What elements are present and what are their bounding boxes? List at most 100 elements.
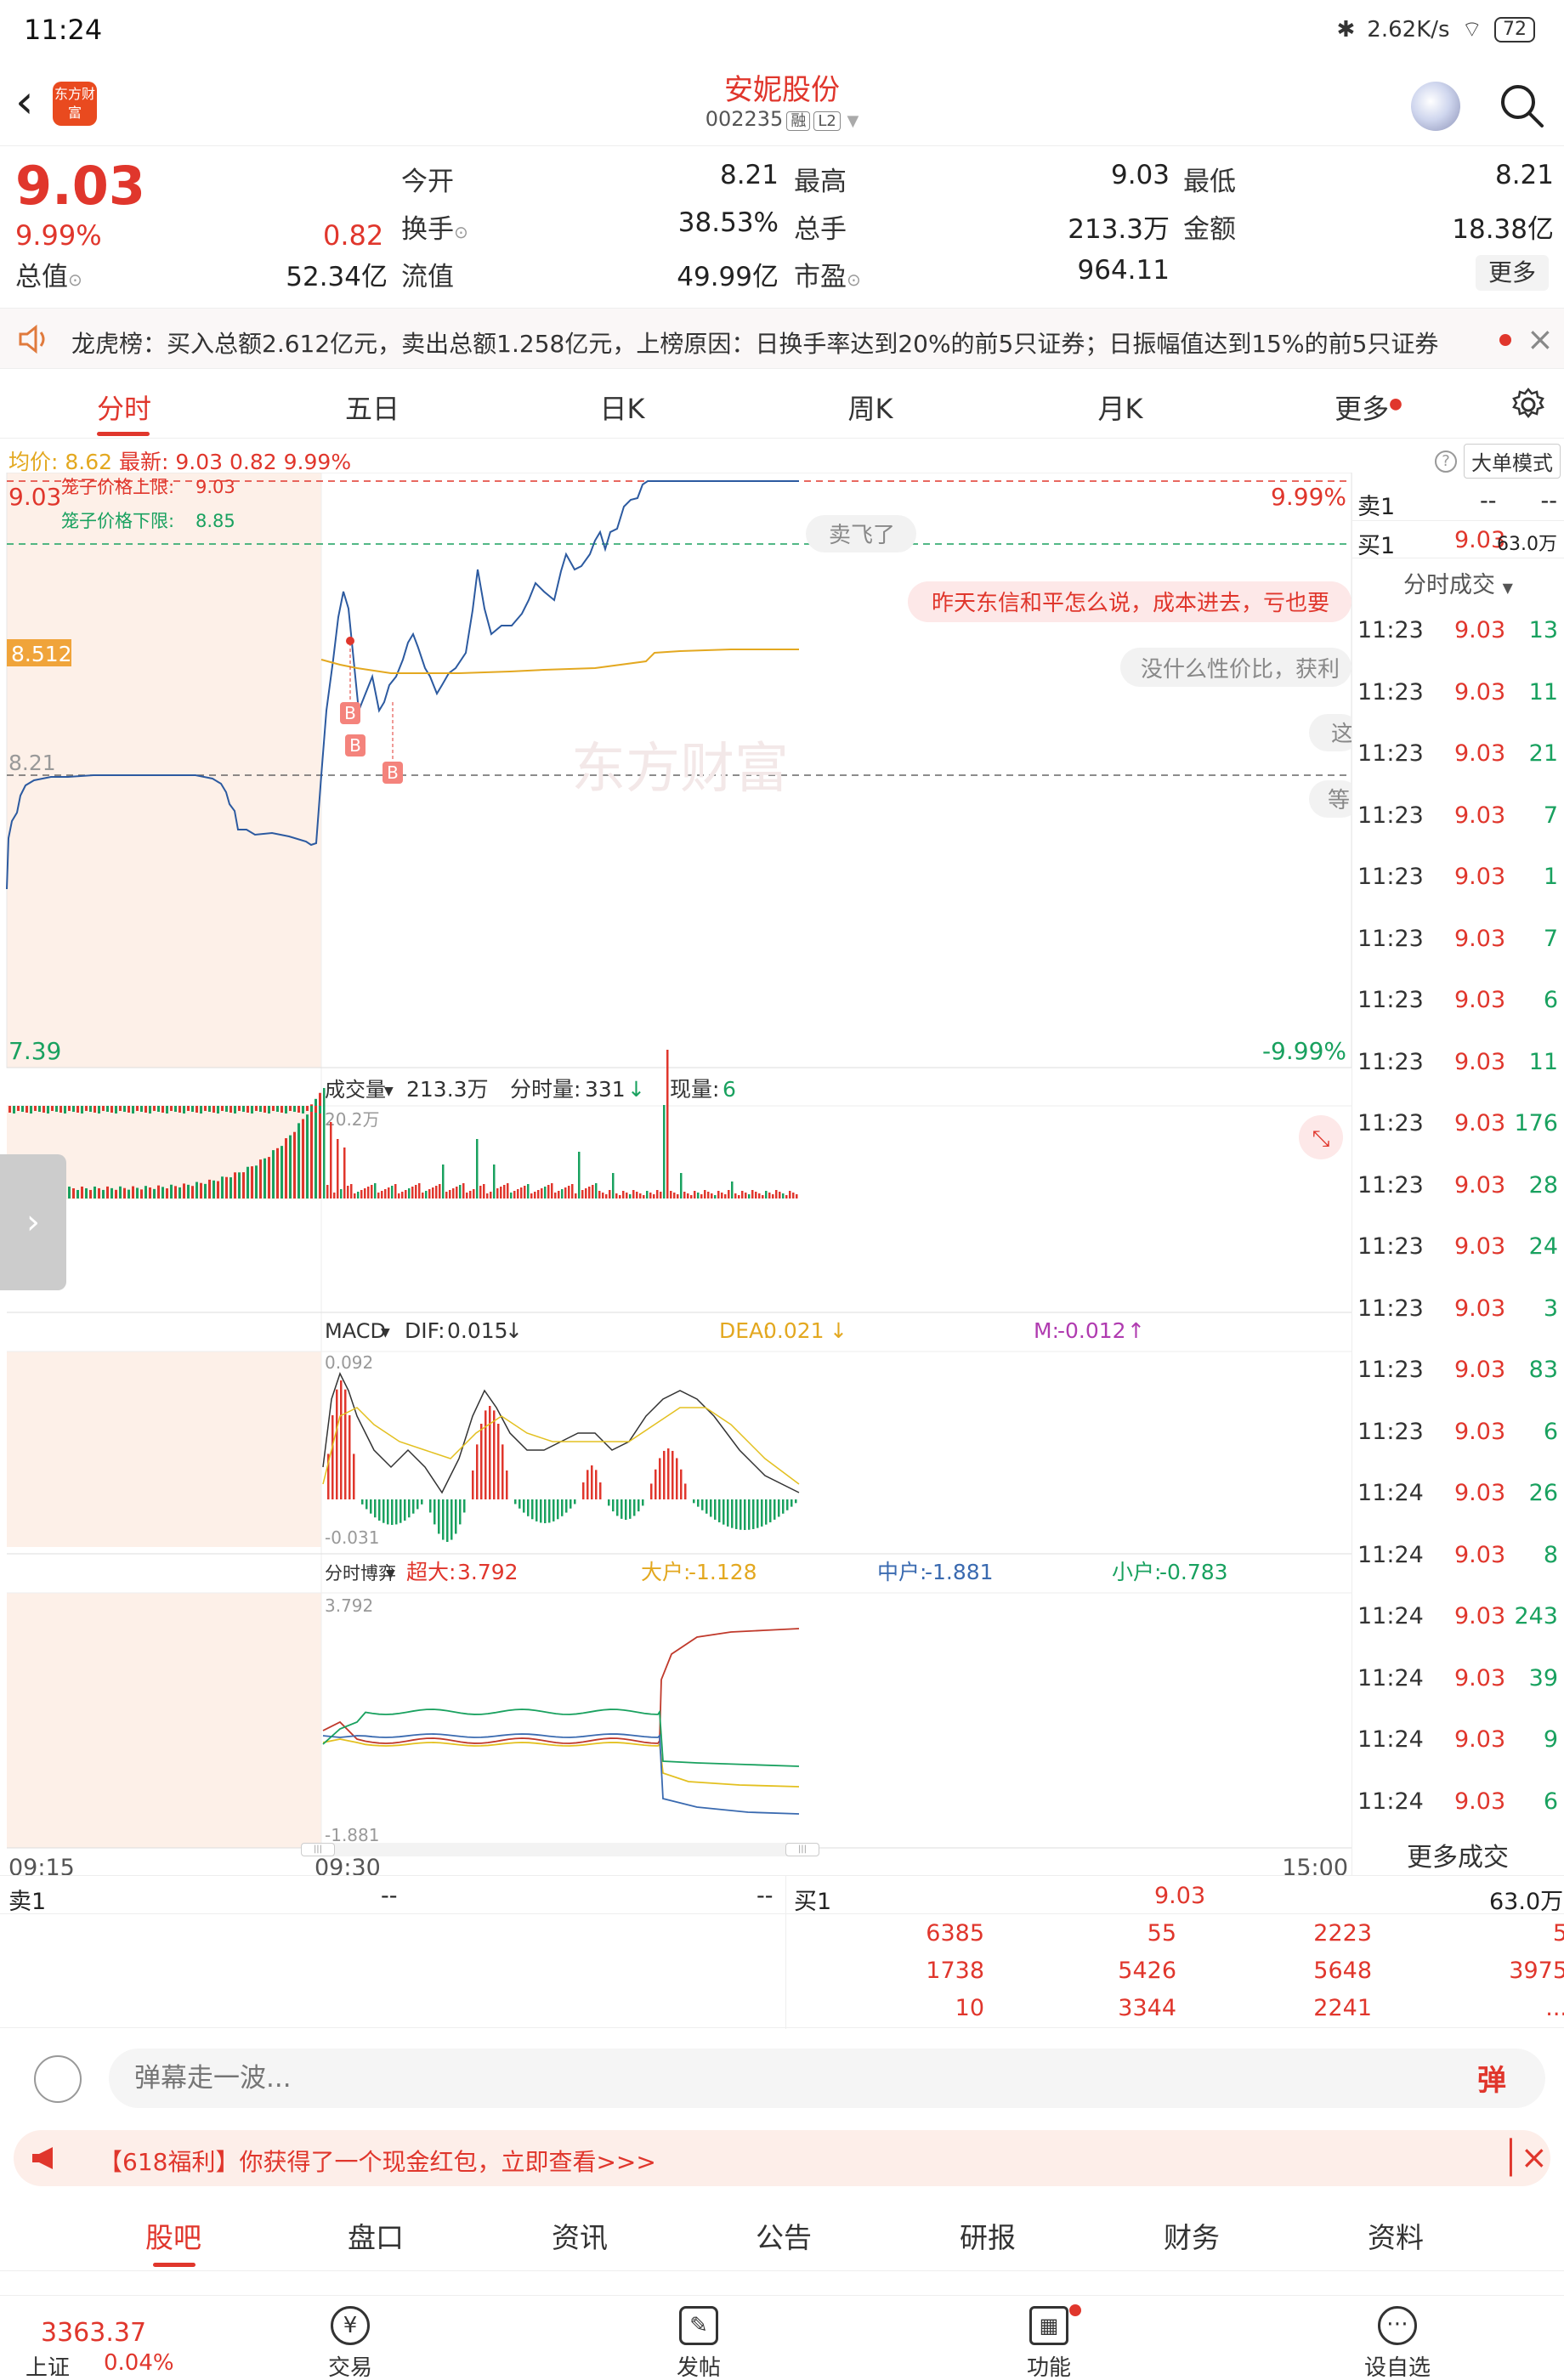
- quote-label-turnover[interactable]: 换手⊙: [401, 214, 468, 245]
- volume-bar: [558, 1191, 560, 1198]
- close-icon[interactable]: ×: [1527, 320, 1554, 358]
- nav-function-button[interactable]: ▦ 功能: [989, 2303, 1108, 2380]
- trade-ticker-panel[interactable]: 卖1 -- -- 买1 9.03 63.0万 分时成交 ▼ 11:23 9.03 1…: [1352, 473, 1564, 1875]
- volume-bar: [174, 1186, 177, 1198]
- avg-label: 均价:: [8, 450, 59, 474]
- search-icon[interactable]: [1496, 80, 1547, 131]
- expand-button[interactable]: [1299, 1115, 1343, 1159]
- tab-finance[interactable]: 财务: [1164, 2221, 1220, 2254]
- scroll-handle-left[interactable]: |||: [301, 1843, 335, 1856]
- trade-price: 9.03: [1454, 925, 1506, 952]
- volume-bar: [326, 1185, 329, 1198]
- tab-more[interactable]: 更多●: [1334, 393, 1402, 425]
- more-trades-button[interactable]: 更多成交: [1407, 1843, 1509, 1873]
- big-order-mode-button[interactable]: 大单模式: [1464, 444, 1561, 479]
- ticker-title[interactable]: 分时成交 ▼: [1403, 572, 1513, 598]
- assistant-robot-icon[interactable]: [1411, 82, 1460, 131]
- danmu-text: 卖飞了: [829, 523, 895, 548]
- gear-icon[interactable]: [1510, 386, 1547, 423]
- macd-label[interactable]: MACD: [325, 1319, 386, 1343]
- buy-marker[interactable]: [340, 702, 360, 724]
- volume-bar: [298, 1123, 300, 1198]
- volume-bar: [619, 1195, 621, 1198]
- macd-bar: [748, 1499, 751, 1530]
- tab-pankou[interactable]: 盘口: [348, 2221, 404, 2254]
- buy-marker[interactable]: [345, 734, 366, 756]
- stock-name[interactable]: 安妮股份: [724, 73, 840, 107]
- volume-bar: [357, 1192, 360, 1198]
- game-label[interactable]: 分时博弈: [325, 1563, 396, 1584]
- index-value[interactable]: 3363.37: [41, 2318, 147, 2348]
- dif-arrow: ↓: [505, 1318, 523, 1343]
- ob-queue-cell: ...: [1545, 1995, 1564, 2021]
- macd-axis-bottom: -0.031: [325, 1527, 379, 1548]
- tab-week-k[interactable]: 周K: [847, 393, 893, 425]
- volume-bar: [755, 1192, 757, 1198]
- help-icon[interactable]: ?: [1435, 450, 1457, 473]
- tab-day-k[interactable]: 日K: [599, 393, 645, 425]
- volume-bar: [456, 1187, 458, 1198]
- longhu-banner[interactable]: 龙虎榜：买入总额2.612亿元，卖出总额1.258亿元，上榜原因：日换手率达到2…: [0, 308, 1564, 369]
- nav-trade-button[interactable]: ¥ 交易: [291, 2303, 410, 2380]
- macd-bar: [476, 1444, 479, 1499]
- volume-bar: [76, 1189, 79, 1198]
- trade-time: 11:23: [1357, 1233, 1424, 1260]
- tab-five-day[interactable]: 五日: [344, 393, 400, 425]
- volume-bar: [21, 1106, 24, 1112]
- tab-news[interactable]: 资讯: [552, 2221, 608, 2254]
- tab-guba[interactable]: 股吧: [145, 2221, 201, 2254]
- trade-time: 11:23: [1357, 864, 1424, 890]
- macd-dropdown-icon[interactable]: ▼: [381, 1326, 390, 1340]
- index-name[interactable]: 上证: [26, 2355, 71, 2380]
- vol-dropdown-icon[interactable]: ▼: [384, 1085, 394, 1098]
- expand-icon[interactable]: ⤡: [1312, 1126, 1330, 1152]
- index-pct[interactable]: 0.04%: [104, 2350, 174, 2376]
- tab-research[interactable]: 研报: [960, 2221, 1016, 2254]
- promo-text: 【618福利】你获得了一个现金红包，立即查看>>>: [99, 2148, 656, 2176]
- quote-label-pe[interactable]: 市盈⊙: [794, 262, 861, 292]
- tab-fenshi[interactable]: 分时: [96, 393, 151, 425]
- volume-bar: [128, 1106, 130, 1113]
- macd-bar: [391, 1499, 394, 1525]
- send-danmu-button[interactable]: 弹: [1477, 2064, 1506, 2098]
- back-button[interactable]: ‹: [15, 75, 34, 128]
- game-dropdown-icon[interactable]: ▼: [386, 1567, 395, 1581]
- bluetooth-icon: ✱: [1336, 16, 1356, 42]
- svg-text:B: B: [387, 762, 399, 783]
- quote-more-button[interactable]: 更多: [1476, 255, 1549, 291]
- volume-bar: [178, 1106, 181, 1113]
- side-expand-tab[interactable]: ›: [0, 1154, 66, 1290]
- scroll-handle-right[interactable]: |||: [785, 1843, 819, 1856]
- tab-month-k[interactable]: 月K: [1097, 393, 1143, 425]
- volume-bar: [660, 1192, 662, 1198]
- dif-line: [322, 1372, 800, 1494]
- quote-value-low: 8.21: [1494, 160, 1554, 190]
- volume-bar: [191, 1186, 194, 1198]
- promo-banner[interactable]: 【618福利】你获得了一个现金红包，立即查看>>> │×: [14, 2130, 1550, 2186]
- nav-add-watchlist-button[interactable]: ⋯ 设自选: [1338, 2303, 1457, 2380]
- macd-bar: [769, 1499, 772, 1522]
- volume-bar: [136, 1106, 139, 1111]
- stock-code-row[interactable]: 002235 融 L2 ▼: [0, 107, 1564, 131]
- trade-volume: 11: [1528, 678, 1558, 706]
- close-icon[interactable]: │×: [1501, 2139, 1548, 2176]
- quote-label-mktcap[interactable]: 总值⊙: [15, 262, 82, 292]
- macd-bar: [599, 1482, 602, 1499]
- tab-profile[interactable]: 资料: [1368, 2221, 1424, 2254]
- vol-label[interactable]: 成交量: [325, 1078, 386, 1102]
- trade-volume: 1: [1543, 864, 1558, 890]
- danmu-toggle-icon[interactable]: [34, 2055, 82, 2103]
- chart-scroll-track[interactable]: ||| |||: [301, 1843, 819, 1856]
- danmu-input[interactable]: [109, 2048, 1545, 2108]
- nav-post-button[interactable]: ✎ 发帖: [639, 2303, 758, 2380]
- tab-announcement[interactable]: 公告: [756, 2221, 812, 2254]
- buy-markers[interactable]: B B B: [340, 637, 403, 784]
- buy-marker[interactable]: [382, 762, 403, 784]
- macd-bar: [523, 1499, 525, 1513]
- intraday-chart[interactable]: 东方财富 B B B 9.03 笼子价格上限: 9.03 笼子价格下限: 8.8…: [0, 473, 1352, 1875]
- trade-time: 11:23: [1357, 1295, 1424, 1322]
- macd-bar: [761, 1499, 763, 1527]
- volume-bar: [264, 1158, 266, 1198]
- volume-bar: [524, 1186, 526, 1198]
- macd-bar: [404, 1499, 406, 1521]
